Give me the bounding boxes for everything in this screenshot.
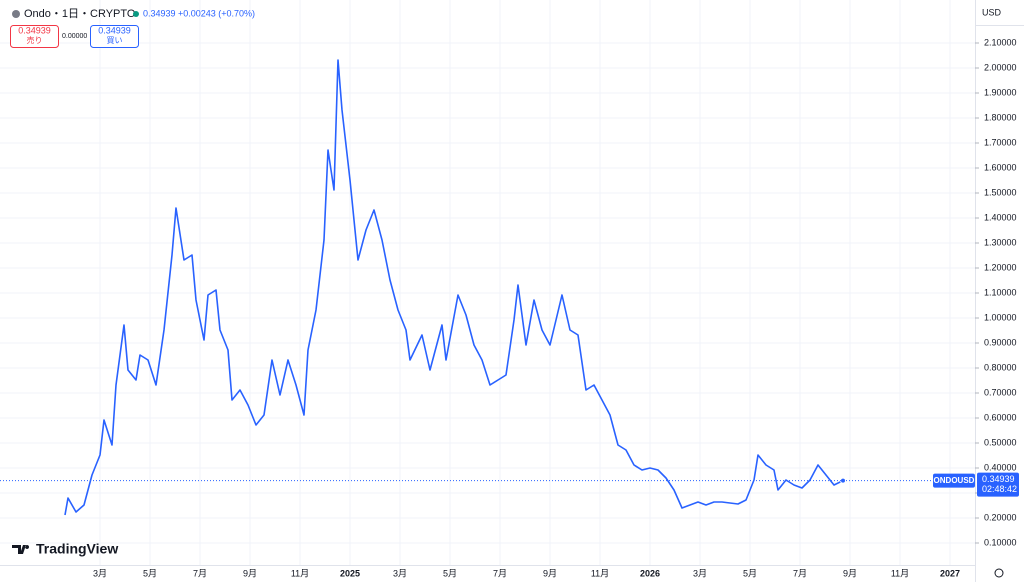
x-tick-label: 7月	[793, 568, 807, 578]
price-line	[64, 59, 844, 516]
y-tick-label: 1.80000	[984, 112, 1017, 122]
y-tick-label: 1.90000	[984, 87, 1017, 97]
spread: 0.00000	[62, 33, 87, 40]
y-tick-label: 1.20000	[984, 262, 1017, 272]
currency: USD	[982, 7, 1002, 17]
price-tag	[977, 472, 1019, 497]
y-tick-label: 1.50000	[984, 187, 1017, 197]
y-tick-label: 1.70000	[984, 137, 1017, 147]
x-tick-label: 9月	[543, 568, 557, 578]
y-tick-label: 2.10000	[984, 37, 1017, 47]
y-tick-label: 0.70000	[984, 387, 1017, 397]
x-tick-label: 3月	[393, 568, 407, 578]
x-tick-label: 11月	[891, 568, 909, 578]
symbol-tag-label: ONDOUSD	[934, 476, 975, 485]
x-tick-label: 7月	[193, 568, 207, 578]
status-dot	[133, 11, 139, 17]
grid	[0, 0, 975, 565]
x-tick-label: 5月	[443, 568, 457, 578]
logo-icon	[12, 545, 30, 554]
x-tick-label: 3月	[93, 568, 107, 578]
x-tick-label: 11月	[291, 568, 309, 578]
symbol-icon	[12, 10, 20, 18]
plot	[0, 59, 975, 516]
buy-price: 0.34939	[98, 25, 131, 35]
symbol-tag	[933, 473, 975, 488]
sell-price: 0.34939	[18, 25, 51, 35]
x-tick-label: 2027	[940, 568, 960, 578]
x-tick-label: 2025	[340, 568, 360, 578]
y-tick-label: 0.90000	[984, 337, 1017, 347]
symbol: Ondo・1日・CRYPTO	[24, 8, 136, 20]
buy-button[interactable]	[90, 25, 139, 48]
y-tick-label: 0.80000	[984, 362, 1017, 372]
x-tick-label: 11月	[591, 568, 609, 578]
price-tag-value: 0.34939	[982, 474, 1015, 484]
x-tick-label: 9月	[843, 568, 857, 578]
y-tick-label: 2.00000	[984, 62, 1017, 72]
y-tick-label: 1.10000	[984, 287, 1017, 297]
change: +0.00243 (+0.70%)	[178, 8, 255, 18]
sell-button[interactable]	[10, 25, 59, 48]
logo-text: TradingView	[36, 541, 118, 557]
y-tick-label: 1.60000	[984, 162, 1017, 172]
settings-icon[interactable]	[994, 568, 1004, 578]
sell-label: 売り	[27, 35, 43, 45]
last-price: 0.34939	[143, 8, 176, 18]
y-tick-label: 0.10000	[984, 537, 1017, 547]
y-tick-label: 1.40000	[984, 212, 1017, 222]
x-tick-label: 5月	[743, 568, 757, 578]
x-tick-label: 2026	[640, 568, 660, 578]
x-tick-label: 3月	[693, 568, 707, 578]
x-tick-label: 9月	[243, 568, 257, 578]
y-tick-label: 1.00000	[984, 312, 1017, 322]
y-tick-label: 1.30000	[984, 237, 1017, 247]
y-tick-label: 0.40000	[984, 462, 1017, 472]
y-tick-label: 0.50000	[984, 437, 1017, 447]
y-tick-label: 0.60000	[984, 412, 1017, 422]
price-tag-countdown: 02:48:42	[982, 484, 1017, 494]
x-tick-label: 5月	[143, 568, 157, 578]
y-tick-label: 0.20000	[984, 512, 1017, 522]
axes: 0.100000.200000.300000.400000.500000.600…	[93, 37, 1019, 578]
x-tick-label: 7月	[493, 568, 507, 578]
buy-label: 買い	[107, 36, 123, 45]
